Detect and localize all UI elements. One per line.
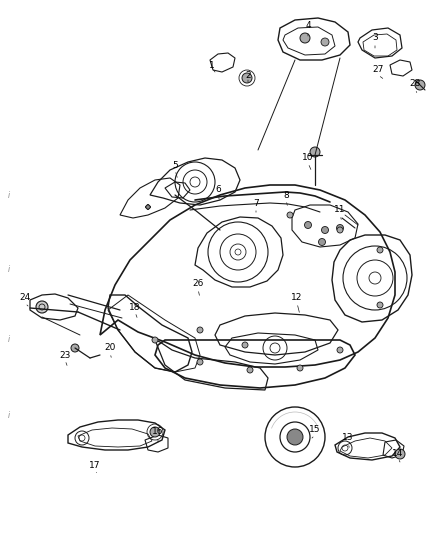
Circle shape	[152, 337, 158, 343]
Circle shape	[36, 301, 48, 313]
Circle shape	[395, 449, 405, 459]
Circle shape	[297, 365, 303, 371]
Text: 12: 12	[291, 294, 303, 303]
Circle shape	[336, 224, 343, 231]
Circle shape	[300, 33, 310, 43]
Text: 7: 7	[253, 198, 259, 207]
Circle shape	[415, 80, 425, 90]
Text: 14: 14	[392, 448, 404, 457]
Text: 18: 18	[129, 303, 141, 311]
Text: 3: 3	[372, 34, 378, 43]
Text: 6: 6	[215, 185, 221, 195]
Text: i: i	[8, 335, 10, 344]
Circle shape	[337, 347, 343, 353]
Text: 24: 24	[19, 294, 31, 303]
Circle shape	[287, 429, 303, 445]
Circle shape	[318, 238, 325, 246]
Circle shape	[146, 205, 150, 209]
Text: 15: 15	[309, 425, 321, 434]
Circle shape	[247, 367, 253, 373]
Circle shape	[242, 73, 252, 83]
Circle shape	[146, 205, 150, 209]
Circle shape	[197, 359, 203, 365]
Circle shape	[71, 344, 79, 352]
Circle shape	[146, 205, 150, 209]
Text: i: i	[8, 190, 10, 199]
Text: 26: 26	[192, 279, 204, 288]
Circle shape	[146, 205, 150, 209]
Text: 4: 4	[305, 21, 311, 30]
Circle shape	[337, 227, 343, 233]
Circle shape	[321, 38, 329, 46]
Text: 17: 17	[89, 461, 101, 470]
Circle shape	[150, 427, 160, 437]
Text: 13: 13	[342, 433, 354, 442]
Text: 11: 11	[334, 206, 346, 214]
Circle shape	[146, 205, 150, 209]
Circle shape	[287, 212, 293, 218]
Text: 20: 20	[104, 343, 116, 352]
Text: 28: 28	[410, 79, 420, 88]
Text: 2: 2	[245, 71, 251, 80]
Circle shape	[377, 302, 383, 308]
Text: 16: 16	[152, 427, 164, 437]
Text: 23: 23	[59, 351, 71, 359]
Circle shape	[310, 147, 320, 157]
Text: i: i	[8, 410, 10, 419]
Circle shape	[304, 222, 311, 229]
Circle shape	[321, 227, 328, 233]
Circle shape	[146, 205, 150, 209]
Text: 1: 1	[209, 61, 215, 69]
Circle shape	[242, 342, 248, 348]
Text: 10: 10	[302, 154, 314, 163]
Circle shape	[197, 327, 203, 333]
Circle shape	[377, 247, 383, 253]
Text: 5: 5	[172, 160, 178, 169]
Text: 27: 27	[372, 66, 384, 75]
Text: 8: 8	[283, 190, 289, 199]
Text: i: i	[8, 265, 10, 274]
Circle shape	[146, 205, 150, 209]
Circle shape	[146, 205, 150, 209]
